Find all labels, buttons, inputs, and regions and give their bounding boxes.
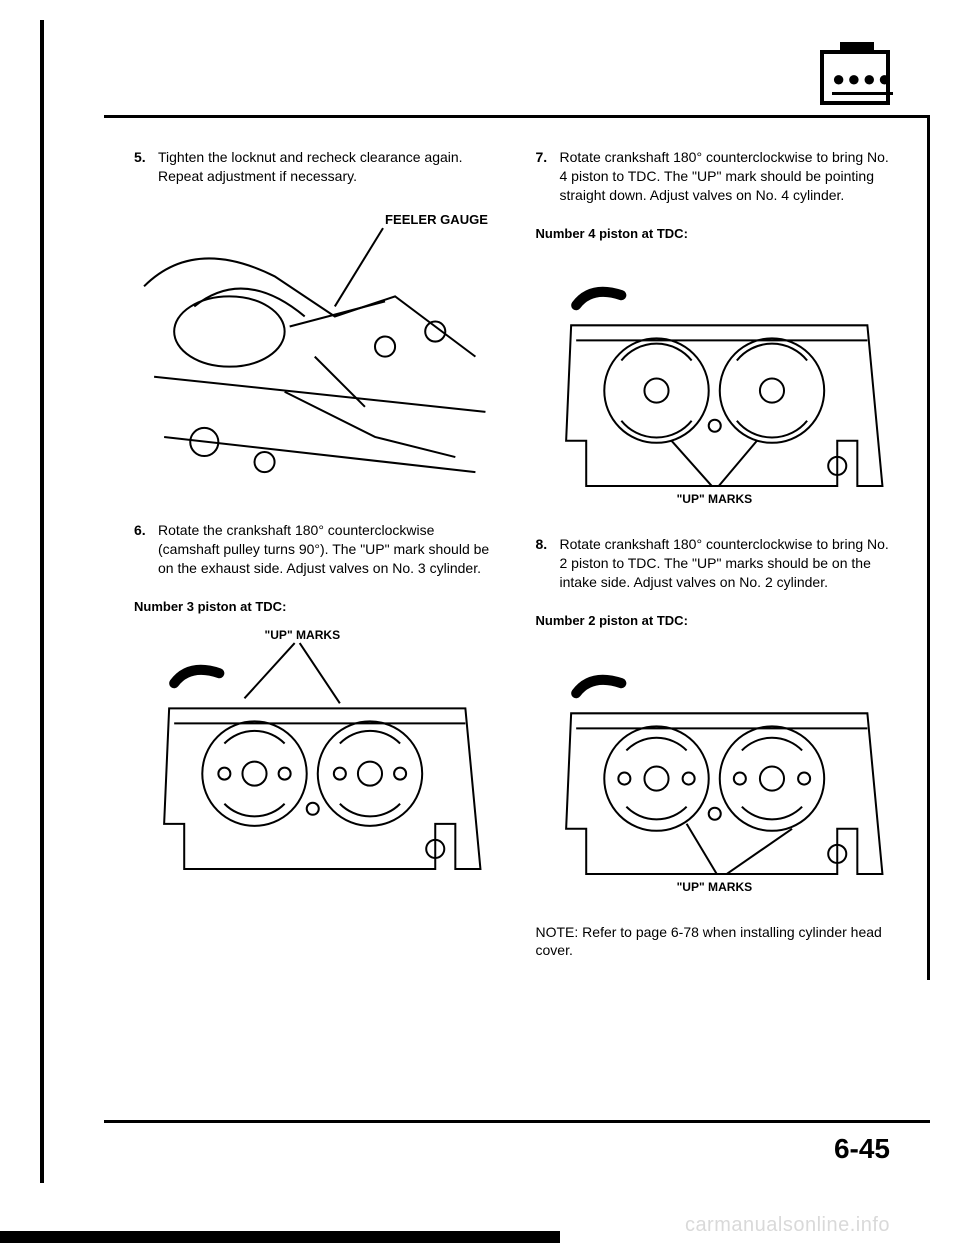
bottom-rule (104, 1120, 930, 1123)
page-number: 6-45 (834, 1133, 890, 1165)
figure-feeler-gauge: FEELER GAUGE (134, 206, 496, 497)
figure-piston-2: "UP" MARKS (536, 638, 898, 899)
step-text: Rotate crankshaft 180° counterclockwise … (560, 148, 898, 205)
content-frame: 5. Tighten the locknut and recheck clear… (104, 115, 930, 980)
up-marks-label: "UP" MARKS (676, 492, 752, 506)
figure-piston-4: "UP" MARKS (536, 250, 898, 511)
step-number: 5. (134, 148, 158, 186)
step-8: 8. Rotate crankshaft 180° counterclockwi… (536, 535, 898, 592)
up-marks-label: "UP" MARKS (265, 628, 341, 642)
step-7: 7. Rotate crankshaft 180° counterclockwi… (536, 148, 898, 205)
step-text: Rotate crankshaft 180° counterclockwise … (560, 535, 898, 592)
left-column: 5. Tighten the locknut and recheck clear… (134, 148, 496, 960)
step-6: 6. Rotate the crankshaft 180° counterclo… (134, 521, 496, 578)
step-text: Rotate the crankshaft 180° counterclockw… (158, 521, 496, 578)
scan-edge (0, 1231, 560, 1243)
step-5: 5. Tighten the locknut and recheck clear… (134, 148, 496, 186)
step-number: 8. (536, 535, 560, 592)
feeler-label: FEELER GAUGE (385, 212, 488, 227)
watermark: carmanualsonline.info (685, 1214, 890, 1237)
figure-caption-p2: Number 2 piston at TDC: (536, 612, 898, 630)
step-number: 7. (536, 148, 560, 205)
figure-caption-p3: Number 3 piston at TDC: (134, 598, 496, 616)
manual-section-icon: ●●●● (820, 50, 890, 105)
up-marks-label: "UP" MARKS (676, 880, 752, 894)
right-column: 7. Rotate crankshaft 180° counterclockwi… (536, 148, 898, 960)
note-text: NOTE: Refer to page 6-78 when installing… (536, 923, 898, 961)
figure-caption-p4: Number 4 piston at TDC: (536, 225, 898, 243)
step-text: Tighten the locknut and recheck clearanc… (158, 148, 496, 186)
figure-piston-3: "UP" MARKS (134, 623, 496, 884)
step-number: 6. (134, 521, 158, 578)
page-border: ●●●● 5. Tighten the locknut and recheck … (40, 20, 930, 1183)
